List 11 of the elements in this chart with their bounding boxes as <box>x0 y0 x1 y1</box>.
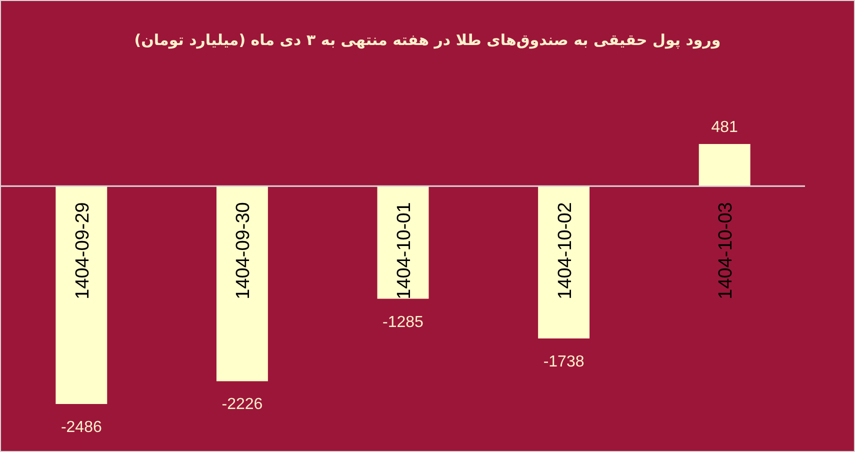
data-label: -2226 <box>222 396 263 414</box>
x-tick-label: 1404-10-02 <box>554 202 576 300</box>
x-tick-label: 1404-09-30 <box>233 202 254 300</box>
data-label: -2486 <box>60 419 102 436</box>
x-tick-label: 1404-10-03 <box>716 202 737 300</box>
data-label: -1738 <box>543 353 584 370</box>
data-label: -1285 <box>382 314 424 331</box>
x-tick-label: 1404-09-29 <box>72 202 94 300</box>
chart-title: ورود پول حقیقی به صندوق‌های طلا در هفته منتهی به ۳ دی ماه (میلیارد تومان) <box>134 31 721 49</box>
data-label: 481 <box>711 119 738 136</box>
x-tick-label: 1404-10-01 <box>394 202 415 300</box>
